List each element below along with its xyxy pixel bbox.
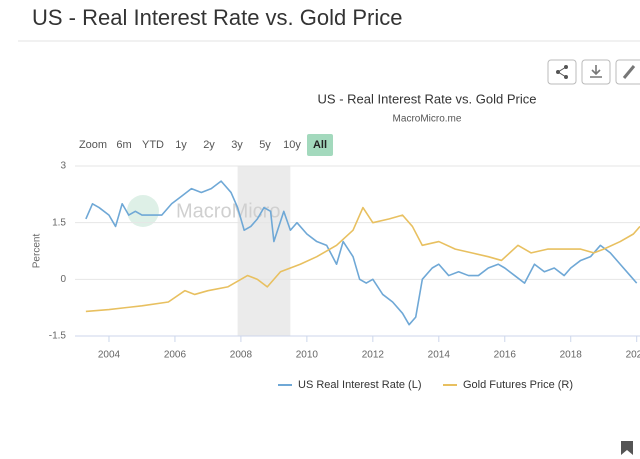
x-tick-label: 2006	[164, 350, 187, 361]
range-button[interactable]: 10y	[283, 139, 301, 151]
range-zoom-label: Zoom	[79, 139, 107, 151]
x-tick-label: 2010	[296, 350, 319, 361]
series-line	[85, 206, 640, 313]
y-axis-label: Percent	[32, 234, 43, 269]
x-tick-label: 2018	[560, 350, 583, 361]
x-tick-label: 2020	[626, 350, 640, 361]
download-button[interactable]	[581, 59, 611, 85]
y-tick-label: 1.5	[52, 217, 66, 228]
x-tick-label: 2008	[230, 350, 253, 361]
bookmark-icon[interactable]	[621, 441, 633, 455]
x-tick-label: 2016	[494, 350, 517, 361]
edit-button[interactable]	[615, 59, 640, 85]
series-line	[85, 180, 638, 326]
range-button-bg[interactable]	[307, 134, 333, 156]
x-tick-label: 2014	[428, 350, 451, 361]
plot-band	[237, 166, 291, 336]
y-tick-label: 0	[60, 274, 66, 285]
y-tick-label: 3	[60, 161, 66, 172]
plot-area	[85, 180, 640, 326]
range-button[interactable]: 3y	[231, 139, 243, 151]
legend-label[interactable]: Gold Futures Price (R)	[463, 379, 573, 391]
range-button[interactable]: 1y	[175, 139, 187, 151]
share-button[interactable]	[547, 59, 577, 85]
x-tick-label: 2012	[362, 350, 385, 361]
chart-title: US - Real Interest Rate vs. Gold Price	[318, 91, 537, 106]
legend-label[interactable]: US Real Interest Rate (L)	[298, 379, 422, 391]
range-button[interactable]: 6m	[116, 139, 131, 151]
watermark-logo	[127, 195, 159, 227]
range-button[interactable]: 2y	[203, 139, 215, 151]
watermark: MacroMicro	[176, 200, 280, 222]
chart-subtitle: MacroMicro.me	[393, 114, 462, 125]
y-tick-label: -1.5	[49, 331, 67, 342]
range-button[interactable]: All	[313, 139, 327, 151]
x-tick-label: 2004	[98, 350, 121, 361]
range-button[interactable]: YTD	[142, 139, 164, 151]
range-button[interactable]: 5y	[259, 139, 271, 151]
page-title: US - Real Interest Rate vs. Gold Price	[32, 5, 402, 30]
